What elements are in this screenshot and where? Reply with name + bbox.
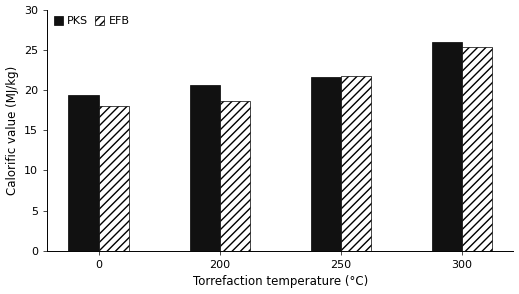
Bar (220, 101, 250, 251)
X-axis label: Torrefaction temperature (°C): Torrefaction temperature (°C) (193, 275, 368, 288)
Y-axis label: Calorific value (MJ/kg): Calorific value (MJ/kg) (6, 66, 19, 195)
Legend: PKS, EFB: PKS, EFB (50, 13, 133, 30)
Bar (341, 76, 371, 251)
Bar (69, 95, 99, 251)
Bar (432, 42, 462, 251)
Bar (189, 85, 220, 251)
Bar (462, 47, 492, 251)
Bar (99, 106, 129, 251)
Bar (311, 77, 341, 251)
